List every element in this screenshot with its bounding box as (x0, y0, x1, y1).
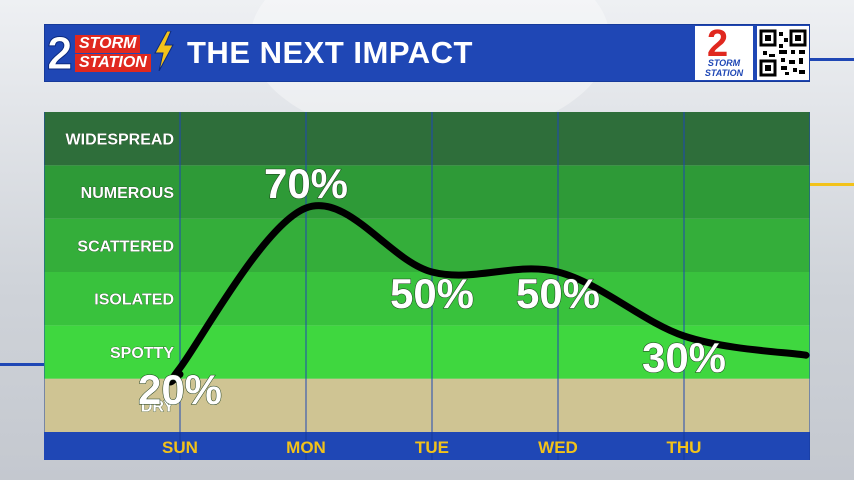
value-label-sun: 20% (138, 366, 222, 413)
band-dry (44, 378, 810, 432)
qr-code-graphic (759, 29, 807, 77)
storm-station-logo: STORM STATION 2 (47, 27, 181, 79)
brand-station-text: STATION (704, 68, 744, 78)
intensity-labels: DRY SPOTTY ISOLATED SCATTERED NUMEROUS WIDESP… (65, 131, 175, 415)
accent-line-yellow (810, 183, 854, 186)
logo-storm-text: STORM (75, 35, 141, 53)
day-label-wed: WED (538, 438, 578, 457)
day-label-mon: MON (286, 438, 326, 457)
value-label-tue: 50% (390, 270, 474, 317)
intensity-bands (44, 112, 810, 432)
rain-chance-series (167, 202, 810, 386)
qr-code-icon (757, 26, 809, 80)
intensity-label-dry: DRY (141, 398, 175, 415)
band-isolated (44, 272, 810, 326)
brand-numeral: 2 (707, 23, 729, 65)
chart-panel: DRY SPOTTY ISOLATED SCATTERED NUMEROUS WIDESP… (43, 112, 811, 460)
intensity-label-widespread: WIDESPREAD (66, 132, 174, 149)
day-label-thu: THU (667, 438, 702, 457)
intensity-label-spotty: SPOTTY (110, 345, 174, 362)
page-title: THE NEXT IMPACT (187, 35, 473, 70)
logo-station-text: STATION (75, 54, 151, 72)
band-scattered (44, 218, 810, 272)
accent-line-blue-left (0, 363, 44, 366)
brand-storm-text: STORM (707, 58, 741, 68)
rain-chance-line (167, 202, 810, 386)
intensity-label-isolated: ISOLATED (94, 292, 174, 309)
value-label-mon: 70% (264, 160, 348, 207)
intensity-label-scattered: SCATTERED (77, 238, 174, 255)
value-labels: 20% 70% 50% 50% 30% (137, 160, 726, 414)
day-axis-bar (44, 432, 810, 460)
day-label-tue: TUE (415, 438, 449, 457)
value-label-thu: 30% (642, 334, 726, 381)
lightning-bolt-icon (154, 31, 174, 71)
logo-numeral: 2 (47, 27, 74, 79)
rain-chance-chart: DRY SPOTTY ISOLATED SCATTERED NUMEROUS WIDESP… (43, 112, 811, 460)
header-bar: STORM STATION 2 THE NEXT IMPACT 2 STORM … (44, 24, 810, 82)
accent-line-blue-right (810, 58, 854, 61)
value-label-wed: 50% (516, 270, 600, 317)
logo-wordmark: STORM STATION (75, 35, 173, 73)
intensity-label-numerous: NUMEROUS (81, 185, 175, 202)
day-axis: SUN MON TUE WED THU (44, 432, 811, 460)
band-widespread (44, 112, 810, 166)
brand-badge: 2 STORM STATION (695, 23, 753, 80)
day-label-sun: SUN (162, 438, 198, 457)
band-numerous (44, 165, 810, 219)
